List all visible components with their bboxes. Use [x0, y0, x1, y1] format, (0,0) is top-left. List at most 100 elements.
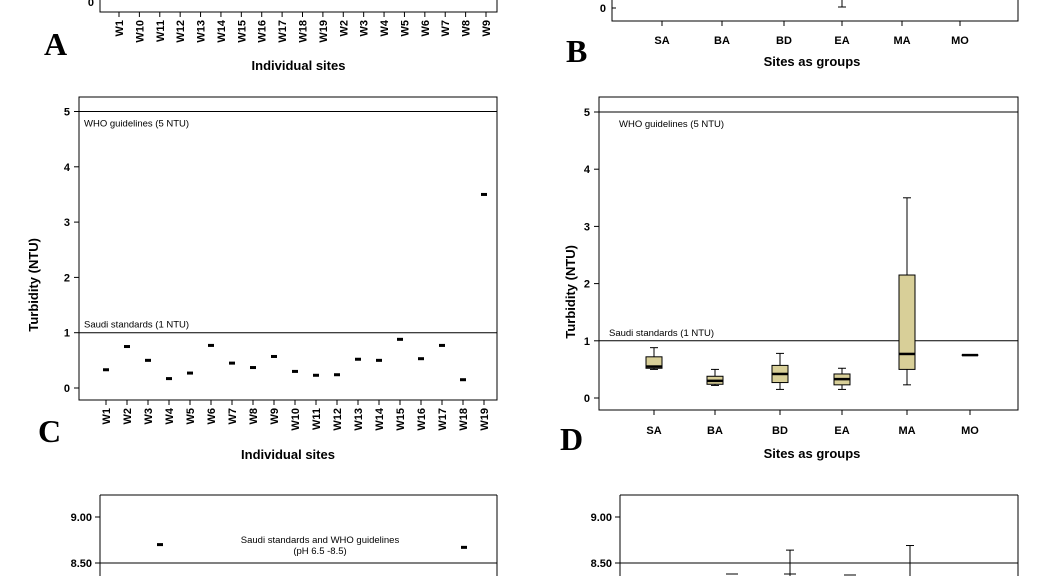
panel-c-ytick-label: 1 [64, 328, 70, 340]
panel-a-xtick-label: W10 [134, 20, 146, 43]
panel-c-data-point [103, 368, 109, 372]
panel-c-data-point [418, 357, 424, 361]
panel-d-xtick-label: BA [707, 425, 723, 437]
panel-d-box [898, 274, 916, 370]
panel-a-xtick-label: W7 [440, 20, 452, 37]
panel-c-data-point [292, 369, 298, 373]
panel-c-ytick-label: 0 [64, 383, 70, 395]
panel-c-xtick-label: W2 [122, 408, 134, 425]
panel-d-ylabel: Turbidity (NTU) [563, 245, 578, 339]
panel-a-xtick-label: W19 [318, 20, 330, 43]
panel-a-xtick-label: W1 [114, 20, 126, 37]
panel-e-ytick-label: 9.00 [71, 512, 92, 524]
panel-e-ytick-label: 8.50 [71, 558, 92, 570]
panel-a-xtick-label: W5 [399, 20, 411, 37]
panel-c-data-point [187, 371, 193, 375]
panel-a-xtick-label: W16 [257, 20, 269, 43]
panel-d-xlabel: Sites as groups [764, 446, 861, 461]
panel-c-ytick-label: 5 [64, 107, 70, 119]
panel-c-data-point [334, 373, 340, 377]
panel-c-xtick-label: W9 [269, 408, 281, 425]
panel-c-reference-label: Saudi standards (1 NTU) [84, 320, 189, 331]
panel-a-xtick-label: W2 [338, 20, 350, 37]
panel-c-xtick-label: W1 [101, 408, 113, 425]
panel-letter-c: C [38, 413, 61, 449]
panel-b-xtick-label: EA [834, 35, 849, 47]
panel-c-ytick-label: 2 [64, 272, 70, 284]
panel-c-xtick-label: W12 [332, 408, 344, 431]
panel-c-data-point [166, 377, 172, 381]
panel-d-ytick-label: 3 [584, 221, 590, 233]
panel-d-ytick-label: 0 [584, 393, 590, 405]
panel-c-data-point [439, 343, 445, 347]
panel-c-xtick-label: W5 [185, 408, 197, 425]
panel-letter-d: D [560, 421, 583, 457]
panel-a-xtick-label: W15 [236, 20, 248, 43]
panel-a-xtick-label: W4 [379, 19, 391, 36]
panel-a-xtick-label: W13 [196, 20, 208, 43]
panel-c-data-point [250, 366, 256, 370]
panel-d-ytick-label: 4 [584, 164, 591, 176]
panel-d-ytick-label: 2 [584, 279, 590, 291]
panel-a-frame [99, 0, 498, 13]
panel-d-reference-label: Saudi standards (1 NTU) [609, 328, 714, 339]
panel-a-ytick-label: 0 [88, 0, 94, 9]
panel-c-xtick-label: W18 [458, 408, 470, 431]
panel-c-xtick-label: W11 [311, 408, 323, 430]
panel-c-data-point [124, 345, 130, 349]
panel-c-data-point [481, 192, 487, 196]
panel-a-xtick-label: W6 [420, 20, 432, 37]
panel-d-xtick-label: EA [834, 425, 849, 437]
panel-b-xtick-label: BA [714, 35, 730, 47]
panel-d-xtick-label: MO [961, 425, 979, 437]
panel-c-ylabel: Turbidity (NTU) [26, 238, 41, 332]
panel-c-xtick-label: W6 [206, 408, 218, 425]
panel-e-reference-label: Saudi standards and WHO guidelines [241, 535, 400, 546]
panel-b-ytick-label: 0 [600, 3, 606, 15]
panel-c-data-point [313, 373, 319, 377]
panel-e-data-point [461, 545, 467, 549]
panel-d-reference-label: WHO guidelines (5 NTU) [619, 119, 724, 130]
panel-d-ytick-label: 5 [584, 107, 590, 119]
panel-c-ytick-label: 3 [64, 217, 70, 229]
panel-c-data-point [460, 378, 466, 382]
panel-d-frame [598, 96, 1019, 411]
panel-b-xlabel: Sites as groups [764, 54, 861, 69]
panel-c-ytick-label: 4 [64, 162, 71, 174]
panel-c-xtick-label: W14 [374, 407, 386, 431]
panel-a-xtick-label: W12 [175, 20, 187, 43]
panel-c-xtick-label: W17 [437, 408, 449, 431]
panel-c-data-point [271, 354, 277, 358]
panel-b-xtick-label: MA [893, 35, 910, 47]
panel-c-data-point [355, 357, 361, 361]
panel-c-xtick-label: W16 [416, 408, 428, 431]
panel-e-data-point [157, 543, 163, 547]
panel-b-frame [611, 0, 1019, 22]
panel-c-xtick-label: W15 [395, 408, 407, 431]
panel-c-xtick-label: W3 [143, 408, 155, 425]
panel-c-data-point [229, 361, 235, 365]
panel-d-box [645, 356, 663, 369]
panel-b-xtick-label: MO [951, 35, 969, 47]
panel-c-reference-label: WHO guidelines (5 NTU) [84, 119, 189, 130]
panel-d-ytick-label: 1 [584, 336, 590, 348]
panel-b-xtick-label: BD [776, 35, 792, 47]
panel-c-data-point [208, 343, 214, 347]
panel-c-frame [78, 96, 498, 401]
panel-letter-a: A [44, 26, 67, 62]
panel-a-xlabel: Individual sites [252, 58, 346, 73]
panel-a-xtick-label: W8 [461, 20, 473, 37]
panel-a-xtick-label: W18 [298, 20, 310, 43]
panel-e-reference-label: (pH 6.5 -8.5) [293, 546, 346, 557]
panel-f-ytick-label: 8.50 [591, 558, 612, 570]
panel-a-xtick-label: W3 [359, 20, 371, 37]
panel-a-xtick-label: W14 [216, 19, 228, 43]
panel-a-xtick-label: W11 [155, 20, 167, 42]
panel-d-xtick-label: SA [646, 425, 661, 437]
panel-c-xtick-label: W13 [353, 408, 365, 431]
panel-c-xtick-label: W19 [479, 408, 491, 431]
panel-c-xtick-label: W4 [164, 407, 176, 424]
panel-letter-b: B [566, 33, 587, 69]
panel-a-xtick-label: W17 [277, 20, 289, 43]
panel-c-data-point [397, 337, 403, 341]
